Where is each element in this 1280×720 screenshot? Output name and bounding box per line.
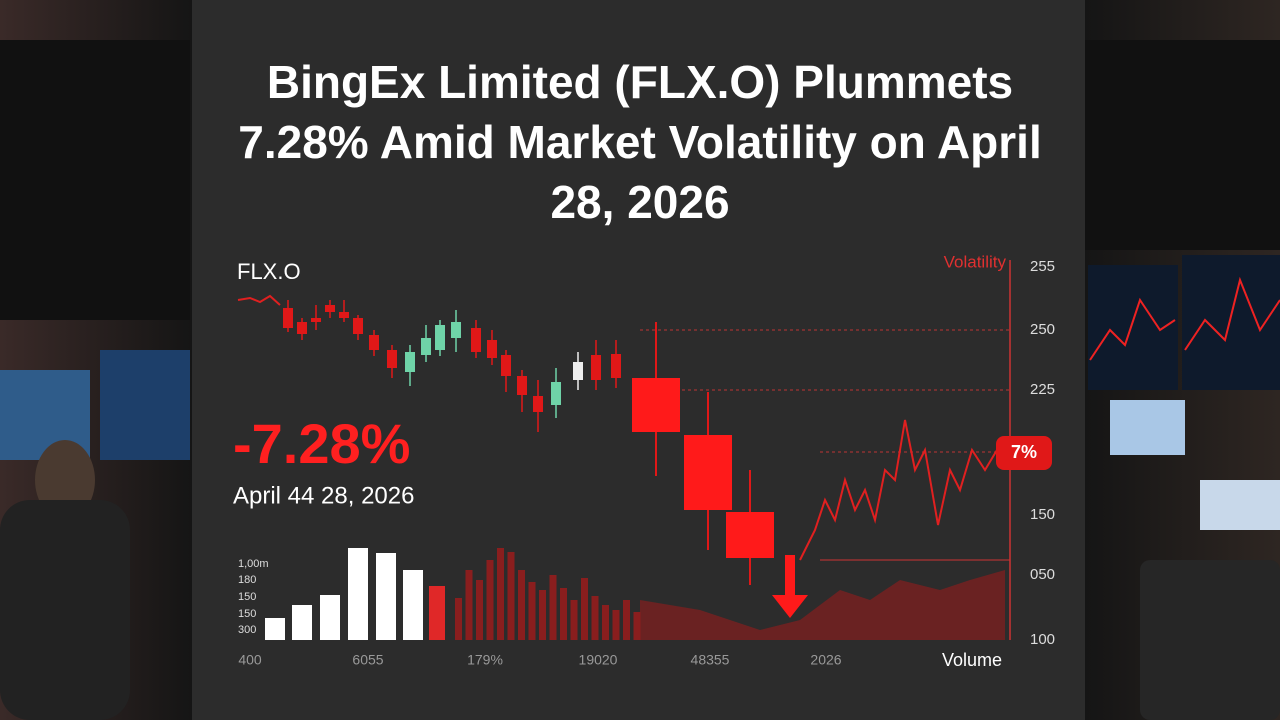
- title: BingEx Limited (FLX.O) Plummets 7.28% Am…: [238, 56, 1042, 228]
- volume-bar: [549, 575, 557, 640]
- volume-bar: [265, 618, 285, 640]
- x-axis-label: 179%: [467, 652, 503, 668]
- left-axis-label: 150: [238, 591, 256, 603]
- candle-body: [501, 355, 511, 376]
- candle-body: [632, 378, 680, 432]
- down-arrow: [772, 555, 808, 618]
- candle-body: [573, 362, 583, 380]
- candle-body: [405, 352, 415, 372]
- volume-bar: [560, 588, 567, 640]
- price-line: [237, 294, 281, 306]
- candle-body: [726, 512, 774, 558]
- volume-bar: [376, 553, 396, 640]
- right-screen: [1200, 480, 1280, 530]
- volume-bar: [633, 612, 641, 640]
- left-axis-label: 300: [238, 624, 256, 636]
- x-axis-label: 400: [238, 652, 262, 668]
- right-screen: [1182, 255, 1280, 390]
- right-axis-label: 225: [1030, 381, 1055, 398]
- candle-body: [283, 308, 293, 328]
- person: [0, 500, 130, 720]
- volume-bar: [429, 586, 445, 640]
- candle-body: [471, 328, 481, 352]
- x-axis-label: 6055: [352, 652, 383, 668]
- price-line: [799, 419, 1001, 561]
- right-board: [1085, 40, 1280, 250]
- candle-body: [297, 322, 307, 334]
- screen-line: [1184, 276, 1280, 351]
- volume-area: [640, 570, 1005, 640]
- right-axis-label: 255: [1030, 258, 1055, 275]
- volume-bar: [497, 548, 504, 640]
- volume-bar: [455, 598, 462, 640]
- volume-bar: [292, 605, 312, 640]
- candle-body: [517, 376, 527, 395]
- candle-body: [435, 325, 445, 350]
- candle-body: [421, 338, 431, 355]
- badge-text: 7%: [1011, 442, 1037, 462]
- right-screen: [1110, 400, 1185, 455]
- change: -7.28%: [233, 412, 410, 475]
- left-axis-label: 180: [238, 574, 256, 586]
- date: April 44 28, 2026: [233, 482, 414, 509]
- left-axis-label: 150: [238, 608, 256, 620]
- volume-bar: [623, 600, 630, 640]
- volume-bar: [476, 580, 483, 640]
- candle-body: [353, 318, 363, 334]
- right-axis-label: 150: [1030, 506, 1055, 523]
- ticker: FLX.O: [237, 259, 301, 284]
- x-axis-label: 2026: [810, 652, 841, 668]
- volatility-label: Volatility: [944, 252, 1007, 271]
- candle-body: [684, 435, 732, 510]
- candle-body: [551, 382, 561, 405]
- volume-bar: [518, 570, 525, 640]
- volume-bar: [486, 560, 494, 640]
- x-axis-label: 19020: [579, 652, 618, 668]
- right-axis-label: 050: [1030, 566, 1055, 583]
- candle-body: [487, 340, 497, 358]
- candle-body: [311, 318, 321, 322]
- volume-bar: [528, 582, 536, 640]
- candle-body: [451, 322, 461, 338]
- volume-bar: [591, 596, 599, 640]
- volume-bar: [465, 570, 473, 640]
- screen-line: [1089, 297, 1176, 361]
- candle-body: [533, 396, 543, 412]
- volume-bar: [320, 595, 340, 640]
- volume-bar: [539, 590, 546, 640]
- left-board: [0, 40, 190, 320]
- badge: [996, 436, 1052, 470]
- volume-bar: [570, 600, 578, 640]
- volume-label: Volume: [942, 650, 1002, 670]
- x-axis-label: 48355: [691, 652, 730, 668]
- volume-bar: [403, 570, 423, 640]
- candle-body: [387, 350, 397, 368]
- right-axis-label: 100: [1030, 631, 1055, 648]
- volume-bar: [602, 605, 609, 640]
- volume-bar: [348, 548, 368, 640]
- candle-body: [611, 354, 621, 378]
- candle-body: [591, 355, 601, 380]
- left-axis-label: 1,00m: [238, 558, 269, 570]
- volume-bar: [507, 552, 515, 640]
- volume-bar: [612, 610, 620, 640]
- left-screen: [100, 350, 190, 460]
- candle-body: [339, 312, 349, 318]
- volume-bar: [581, 578, 588, 640]
- chair: [1140, 560, 1280, 720]
- right-axis-label: 250: [1030, 321, 1055, 338]
- candle-body: [369, 335, 379, 350]
- candle-body: [325, 305, 335, 312]
